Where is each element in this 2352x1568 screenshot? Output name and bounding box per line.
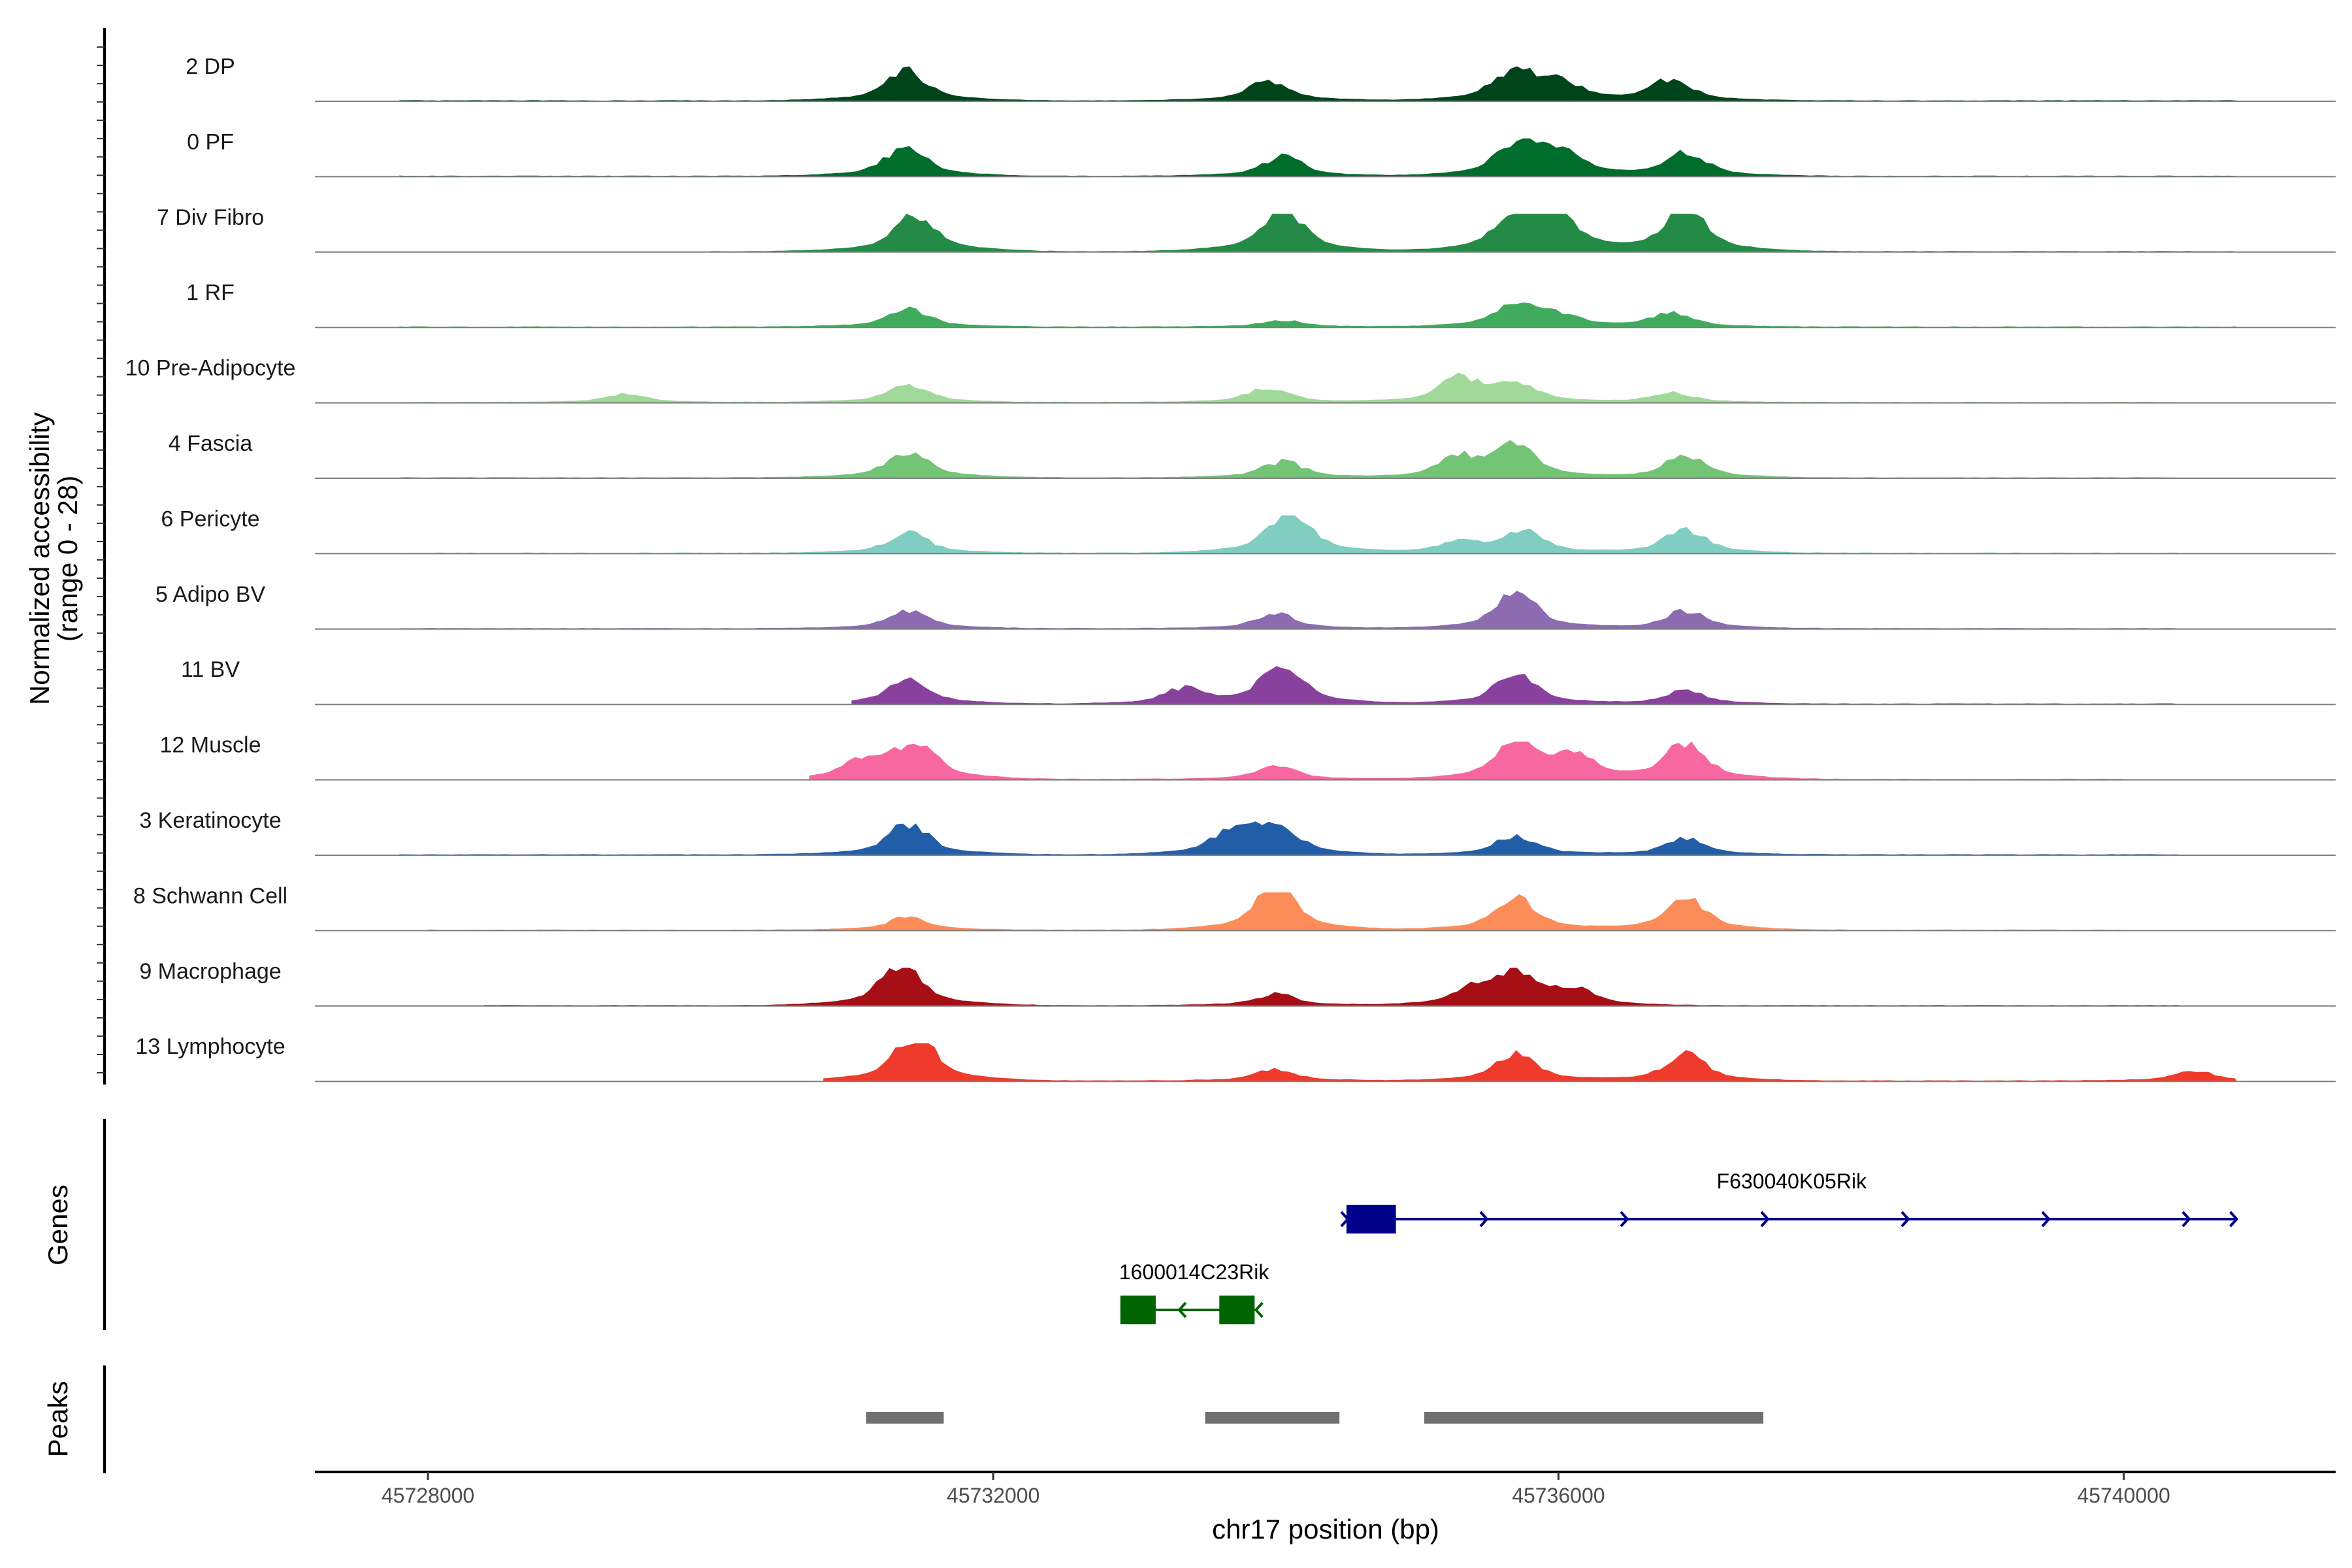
- track-label: 2 DP: [186, 54, 235, 79]
- strand-chevron: [2229, 1211, 2239, 1228]
- track-label: 8 Schwann Cell: [133, 883, 287, 908]
- y-axis-title: Normalized accessibility: [24, 412, 55, 705]
- x-axis-title: chr17 position (bp): [1212, 1514, 1439, 1544]
- track-label: 7 Div Fibro: [157, 205, 264, 230]
- strand-chevron: [1620, 1211, 1629, 1228]
- track-label: 10 Pre-Adipocyte: [125, 356, 296, 381]
- x-tick-label: 45740000: [2077, 1484, 2170, 1507]
- strand-chevron: [1479, 1211, 1489, 1228]
- track-label: 3 Keratinocyte: [139, 808, 281, 833]
- gene-label: F630040K05Rik: [1717, 1169, 1867, 1193]
- x-tick-label: 45728000: [382, 1484, 474, 1507]
- coverage-area-13: [823, 1043, 2238, 1082]
- coverage-area-3: [399, 302, 2238, 328]
- peak-region: [1424, 1412, 1764, 1424]
- x-tick-label: 45732000: [947, 1484, 1039, 1507]
- x-axis: 45728000 45732000 45736000 45740000: [315, 1471, 2336, 1507]
- track-label: 12 Muscle: [160, 733, 261, 758]
- gene-track: F630040K05Rik 1600014C23Rik: [1119, 1169, 2239, 1324]
- coverage-area-7: [399, 591, 2181, 630]
- coverage-area-12: [484, 968, 2181, 1007]
- track-label: 0 PF: [187, 129, 234, 154]
- track-label: 1 RF: [186, 280, 235, 305]
- track-label: 9 Macrophage: [139, 959, 281, 984]
- coverage-area-0: [399, 66, 2237, 102]
- coverage-area-10: [399, 821, 2181, 856]
- strand-chevron: [2041, 1211, 2051, 1228]
- track-label: 6 Pericyte: [161, 506, 259, 531]
- coverage-area-2: [710, 214, 2237, 253]
- track-labels: 2 DP 0 PF 7 Div Fibro 1 RF 10 Pre-Adipocyte 4…: [125, 54, 296, 1059]
- coverage-area-9: [809, 741, 2124, 781]
- peak-region: [866, 1412, 944, 1424]
- track-label: 5 Adipo BV: [155, 582, 266, 607]
- coverage-area-5: [399, 440, 2181, 479]
- peak-region: [1205, 1412, 1340, 1424]
- coverage-area-11: [427, 892, 2124, 931]
- strand-chevron: [1901, 1211, 1910, 1228]
- peaks-axis-title: Peaks: [42, 1381, 73, 1458]
- genes-axis-title: Genes: [42, 1184, 73, 1266]
- gene-label: 1600014C23Rik: [1119, 1260, 1270, 1284]
- coverage-area-8: [851, 666, 2181, 705]
- peak-track: [866, 1412, 1764, 1424]
- gene-exon: [1346, 1205, 1396, 1233]
- strand-chevron: [2181, 1211, 2191, 1228]
- coverage-area-4: [399, 372, 2181, 404]
- coverage-area-1: [399, 138, 2237, 177]
- strand-chevron: [1177, 1301, 1187, 1318]
- left-axes: [97, 28, 106, 1473]
- coverage-tracks: [315, 66, 2336, 1083]
- gene-exon: [1219, 1296, 1255, 1324]
- track-label: 11 BV: [181, 657, 240, 682]
- y-axis-range: (range 0 - 28): [52, 476, 83, 642]
- gene-exon: [1120, 1296, 1156, 1324]
- strand-chevron: [1254, 1301, 1264, 1318]
- track-label: 13 Lymphocyte: [135, 1034, 285, 1059]
- x-tick-label: 45736000: [1512, 1484, 1605, 1507]
- track-label: 4 Fascia: [169, 431, 253, 456]
- coverage-area-6: [399, 515, 2181, 554]
- strand-chevron: [1760, 1211, 1770, 1228]
